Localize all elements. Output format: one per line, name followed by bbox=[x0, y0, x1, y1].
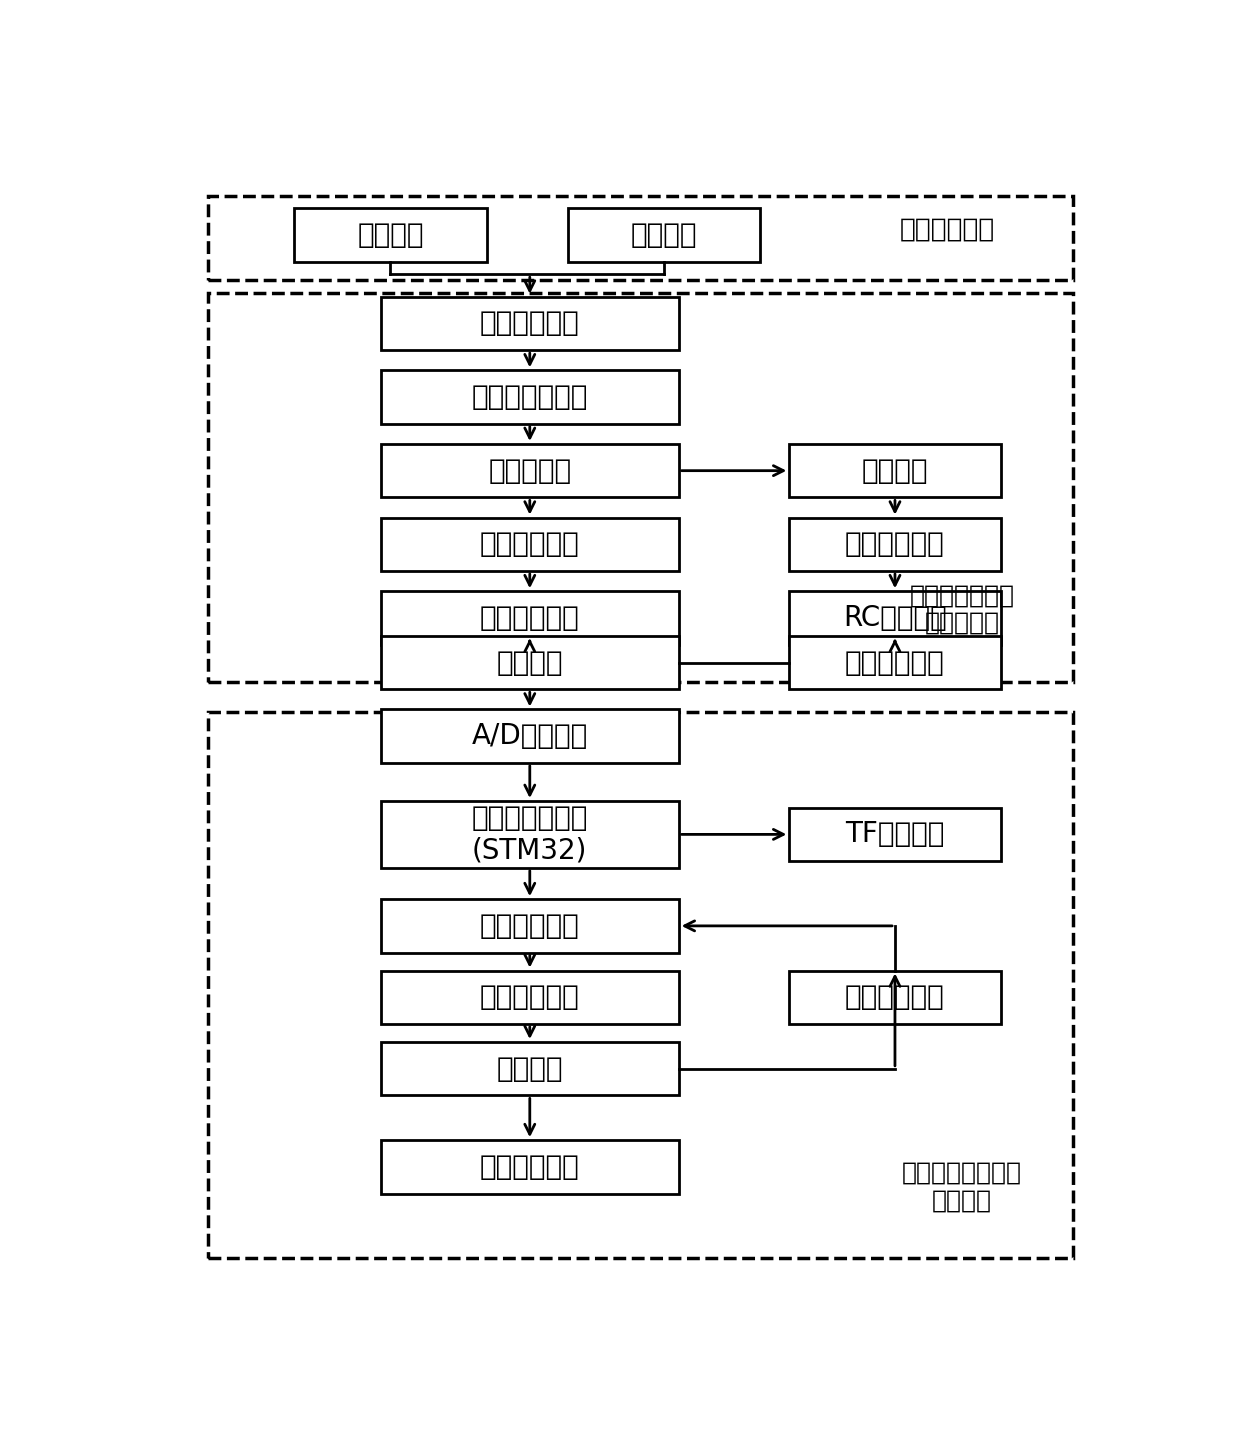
Bar bbox=[568, 209, 760, 262]
Text: 经颅超声刺激信号
发生模块: 经颅超声刺激信号 发生模块 bbox=[903, 1161, 1022, 1213]
Text: 脑电电极: 脑电电极 bbox=[357, 222, 424, 249]
Bar bbox=[381, 517, 678, 571]
Bar bbox=[789, 971, 1001, 1024]
Text: 超声刺激模块: 超声刺激模块 bbox=[480, 1153, 579, 1181]
Text: 信号调制模块: 信号调制模块 bbox=[846, 984, 945, 1011]
Bar bbox=[381, 297, 678, 351]
Text: 信号调制模块: 信号调制模块 bbox=[480, 984, 579, 1011]
Bar bbox=[789, 807, 1001, 861]
Text: 滤波处理: 滤波处理 bbox=[496, 1055, 563, 1082]
Text: 前端采集模块: 前端采集模块 bbox=[900, 217, 996, 242]
Bar bbox=[381, 801, 678, 868]
Text: 信号同步输入: 信号同步输入 bbox=[480, 310, 579, 338]
Bar bbox=[381, 636, 678, 690]
Bar bbox=[381, 1042, 678, 1095]
Bar bbox=[789, 517, 1001, 571]
Bar bbox=[381, 971, 678, 1024]
Text: 嵌入式主控模块
(STM32): 嵌入式主控模块 (STM32) bbox=[471, 804, 588, 865]
Bar bbox=[381, 591, 678, 645]
Bar bbox=[208, 196, 1073, 280]
Text: 差分放大处理: 差分放大处理 bbox=[480, 530, 579, 558]
Bar bbox=[208, 293, 1073, 681]
Bar bbox=[381, 710, 678, 764]
Text: 二级放大处理: 二级放大处理 bbox=[480, 604, 579, 632]
Text: 阻抗变换跟随器: 阻抗变换跟随器 bbox=[471, 383, 588, 412]
Bar bbox=[208, 711, 1073, 1258]
Text: 反向放大器: 反向放大器 bbox=[489, 456, 572, 484]
Bar bbox=[789, 443, 1001, 497]
Bar bbox=[381, 371, 678, 423]
Text: 脑肌电同步采集
与处理模块: 脑肌电同步采集 与处理模块 bbox=[910, 582, 1014, 635]
Bar bbox=[294, 209, 486, 262]
Bar bbox=[789, 636, 1001, 690]
Text: 电压抬升: 电压抬升 bbox=[496, 649, 563, 677]
Text: TF扩展存储: TF扩展存储 bbox=[846, 820, 945, 849]
Bar bbox=[381, 443, 678, 497]
Bar bbox=[381, 898, 678, 952]
Bar bbox=[789, 591, 1001, 645]
Text: 肌电电极: 肌电电极 bbox=[631, 222, 698, 249]
Text: RC参数调节: RC参数调节 bbox=[843, 604, 947, 632]
Text: A/D转换模块: A/D转换模块 bbox=[471, 722, 588, 751]
Text: 二次滤波处理: 二次滤波处理 bbox=[846, 649, 945, 677]
Text: 功率放大模块: 功率放大模块 bbox=[480, 911, 579, 940]
Bar bbox=[381, 1140, 678, 1194]
Text: 滤波性能判定: 滤波性能判定 bbox=[846, 530, 945, 558]
Text: 滤波处理: 滤波处理 bbox=[862, 456, 929, 484]
